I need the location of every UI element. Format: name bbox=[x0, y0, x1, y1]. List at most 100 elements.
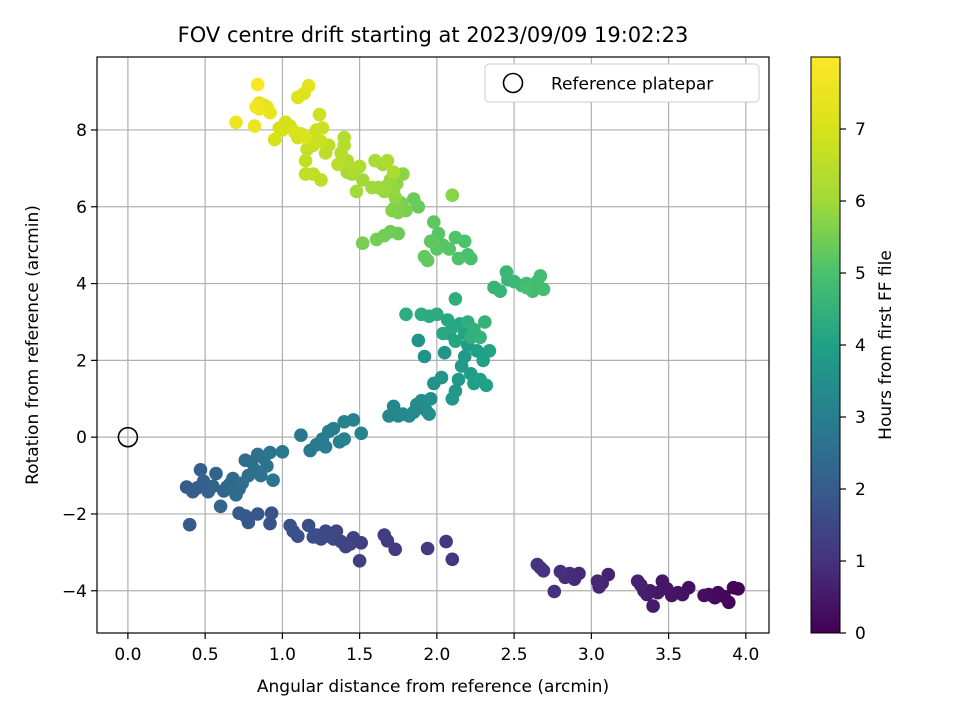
scatter-point bbox=[406, 192, 421, 206]
scatter-point bbox=[448, 384, 463, 398]
scatter-point bbox=[457, 349, 472, 364]
x-tick-label: 3.5 bbox=[655, 645, 682, 665]
legend: Reference platepar bbox=[484, 63, 760, 103]
colorbar-tick-label: 1 bbox=[855, 552, 866, 572]
scatter-point bbox=[193, 463, 208, 477]
x-tick-label: 2.5 bbox=[501, 645, 528, 665]
scatter-point bbox=[260, 459, 274, 473]
colorbar-tick-label: 3 bbox=[855, 408, 866, 428]
scatter-point bbox=[264, 506, 279, 520]
x-axis-label: Angular distance from reference (arcmin) bbox=[257, 677, 609, 697]
scatter-point bbox=[337, 432, 352, 446]
scatter-point bbox=[326, 421, 341, 436]
colorbar-gradient bbox=[810, 56, 841, 634]
legend-marker-reference bbox=[502, 72, 524, 94]
scatter-point bbox=[377, 528, 392, 542]
scatter-point bbox=[420, 541, 435, 556]
scatter-point bbox=[423, 234, 438, 249]
scatter-point bbox=[478, 315, 492, 329]
colorbar-label: Hours from first FF file bbox=[876, 250, 896, 440]
scatter-point bbox=[349, 184, 364, 199]
scatter-point bbox=[553, 564, 568, 579]
scatter-point bbox=[422, 407, 436, 421]
y-tick-label: 4 bbox=[76, 275, 87, 295]
scatter-point bbox=[380, 153, 395, 168]
scatter-point bbox=[630, 574, 645, 588]
legend-box bbox=[484, 63, 760, 103]
scatter-point bbox=[250, 77, 265, 92]
y-tick-label: 6 bbox=[76, 198, 87, 218]
scatter-point bbox=[451, 251, 466, 266]
scatter-point bbox=[417, 349, 432, 364]
scatter-point bbox=[423, 392, 438, 406]
y-tick-label: 8 bbox=[76, 121, 87, 141]
scatter-point bbox=[301, 79, 316, 93]
scatter-point bbox=[470, 344, 484, 358]
y-tick-label: 0 bbox=[76, 428, 87, 448]
scatter-point bbox=[437, 345, 452, 360]
y-axis-label: Rotation from reference (arcmin) bbox=[23, 205, 43, 485]
scatter-point bbox=[482, 344, 497, 358]
scatter-point bbox=[355, 236, 370, 250]
scatter-point bbox=[369, 232, 384, 247]
scatter-point bbox=[530, 557, 545, 572]
scatter-point bbox=[464, 251, 478, 266]
x-tick-label: 1.5 bbox=[346, 645, 373, 665]
scatter-point bbox=[448, 292, 463, 306]
scatter-point bbox=[306, 530, 321, 544]
x-tick-label: 2.0 bbox=[423, 645, 450, 665]
scatter-point bbox=[315, 121, 330, 135]
x-tick-label: 3.0 bbox=[578, 645, 605, 665]
scatter-point bbox=[283, 518, 297, 533]
scatter-point bbox=[182, 517, 197, 532]
scatter-point bbox=[697, 588, 711, 603]
colorbar-ticks: 0 1 2 3 4 5 6 7 bbox=[840, 120, 866, 644]
scatter-point bbox=[272, 121, 287, 135]
scatter-point bbox=[294, 428, 308, 443]
x-tick-label: 0.5 bbox=[192, 645, 219, 665]
scatter-point bbox=[646, 599, 660, 613]
y-tick-label: 2 bbox=[76, 351, 87, 371]
scatter-point bbox=[301, 518, 316, 533]
scatter-point bbox=[334, 146, 348, 160]
scatter-point bbox=[266, 473, 280, 488]
y-tick-label: −4 bbox=[62, 582, 87, 602]
scatter-point bbox=[493, 284, 508, 299]
scatter-point bbox=[337, 130, 352, 145]
scatter-point bbox=[476, 353, 491, 368]
x-tick-label: 1.0 bbox=[269, 645, 296, 665]
scatter-point bbox=[448, 334, 463, 349]
scatter-point bbox=[298, 167, 313, 181]
scatter-point bbox=[439, 534, 453, 549]
scatter-point bbox=[440, 313, 455, 327]
scatter-point bbox=[346, 413, 361, 427]
y-tick-label: −2 bbox=[62, 505, 87, 525]
scatter-point bbox=[209, 466, 223, 481]
scatter-point bbox=[249, 100, 263, 114]
scatter-point bbox=[519, 280, 534, 295]
scatter-point bbox=[386, 165, 401, 179]
reference-point-marker bbox=[117, 426, 139, 448]
scatter-point bbox=[263, 516, 277, 531]
scatter-point bbox=[354, 426, 369, 441]
scatter-point bbox=[275, 445, 290, 459]
colorbar: 0 1 2 3 4 5 6 7 Hours from first FF file bbox=[810, 56, 896, 644]
scatter-point bbox=[479, 378, 494, 393]
scatter-point bbox=[590, 574, 605, 588]
scatter-point bbox=[250, 507, 265, 521]
scatter-point bbox=[536, 282, 551, 297]
chart-title: FOV centre drift starting at 2023/09/09 … bbox=[178, 23, 689, 47]
scatter-point bbox=[263, 105, 277, 120]
scatter-point bbox=[232, 506, 246, 520]
colorbar-tick-label: 4 bbox=[855, 336, 866, 356]
scatter-point bbox=[229, 115, 243, 130]
scatter-point bbox=[263, 445, 277, 460]
y-axis-ticks: −4 −2 0 2 4 6 8 bbox=[62, 121, 97, 602]
scatter-point bbox=[434, 370, 449, 385]
colorbar-tick-label: 2 bbox=[855, 480, 866, 500]
scatter-point bbox=[411, 333, 426, 348]
scatter-point bbox=[547, 584, 562, 599]
scatter-point bbox=[247, 119, 262, 133]
scatter-point bbox=[318, 440, 333, 454]
scatter-point bbox=[655, 574, 670, 588]
